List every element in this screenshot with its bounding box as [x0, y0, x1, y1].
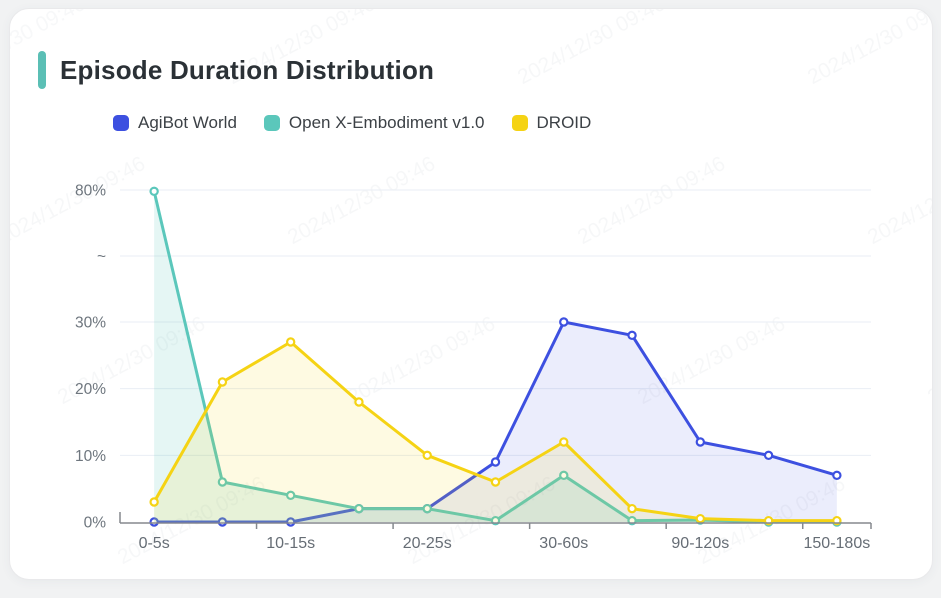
data-point[interactable] [559, 437, 569, 447]
data-point[interactable] [559, 317, 569, 327]
series-area-2 [154, 342, 837, 522]
series-area-1 [154, 191, 837, 522]
data-point[interactable] [695, 513, 706, 524]
data-point[interactable] [217, 477, 228, 487]
legend-item-droid[interactable]: DROID [511, 113, 592, 133]
legend-swatch-icon [511, 115, 528, 131]
data-point[interactable] [149, 497, 159, 507]
y-axis-label: 20% [75, 381, 106, 398]
title-row: Episode Duration Distribution [38, 51, 434, 89]
legend-swatch-icon [113, 115, 129, 131]
data-point[interactable] [285, 490, 296, 501]
data-point[interactable] [217, 517, 228, 527]
data-point[interactable] [354, 397, 364, 407]
data-point[interactable] [559, 470, 569, 481]
data-point[interactable] [490, 477, 501, 487]
legend-item-open-x-embodiment-v1-0[interactable]: Open X-Embodiment v1.0 [263, 113, 485, 133]
data-point[interactable] [490, 457, 501, 467]
chart-title: Episode Duration Distribution [60, 54, 435, 85]
data-point[interactable] [354, 503, 364, 514]
x-axis-label: 150-180s [804, 535, 871, 552]
data-point[interactable] [695, 437, 706, 447]
legend: AgiBot World Open X-Embodiment v1.0 DROID [113, 113, 591, 133]
data-point[interactable] [217, 377, 228, 387]
legend-item-agibot-world[interactable]: AgiBot World [113, 113, 237, 133]
data-point[interactable] [285, 337, 296, 347]
data-point[interactable] [149, 517, 159, 527]
legend-label: AgiBot World [138, 113, 237, 132]
x-axis-label: 20-25s [403, 535, 452, 552]
data-point[interactable] [763, 450, 774, 461]
x-axis-label: 10-15s [266, 535, 315, 552]
data-point[interactable] [149, 186, 159, 197]
legend-swatch-icon [263, 115, 280, 131]
x-axis-label: 30-60s [539, 535, 588, 552]
y-axis-label: 30% [75, 315, 106, 332]
data-point[interactable] [627, 330, 637, 341]
y-axis-label: 80% [75, 183, 106, 200]
y-axis-label: 0% [84, 515, 107, 532]
legend-label: Open X-Embodiment v1.0 [288, 113, 485, 132]
title-accent-bar [38, 51, 46, 89]
y-axis-label: 10% [75, 448, 106, 465]
data-point[interactable] [422, 503, 432, 514]
y-axis-label: ~ [97, 249, 106, 266]
data-point[interactable] [422, 450, 432, 461]
data-point[interactable] [832, 470, 842, 481]
legend-label: DROID [536, 113, 592, 132]
data-point[interactable] [627, 503, 637, 514]
series-area-0 [154, 322, 837, 522]
x-axis-label: 90-120s [671, 535, 729, 552]
data-point[interactable] [285, 517, 296, 527]
x-axis-label: 0-5s [139, 535, 170, 552]
